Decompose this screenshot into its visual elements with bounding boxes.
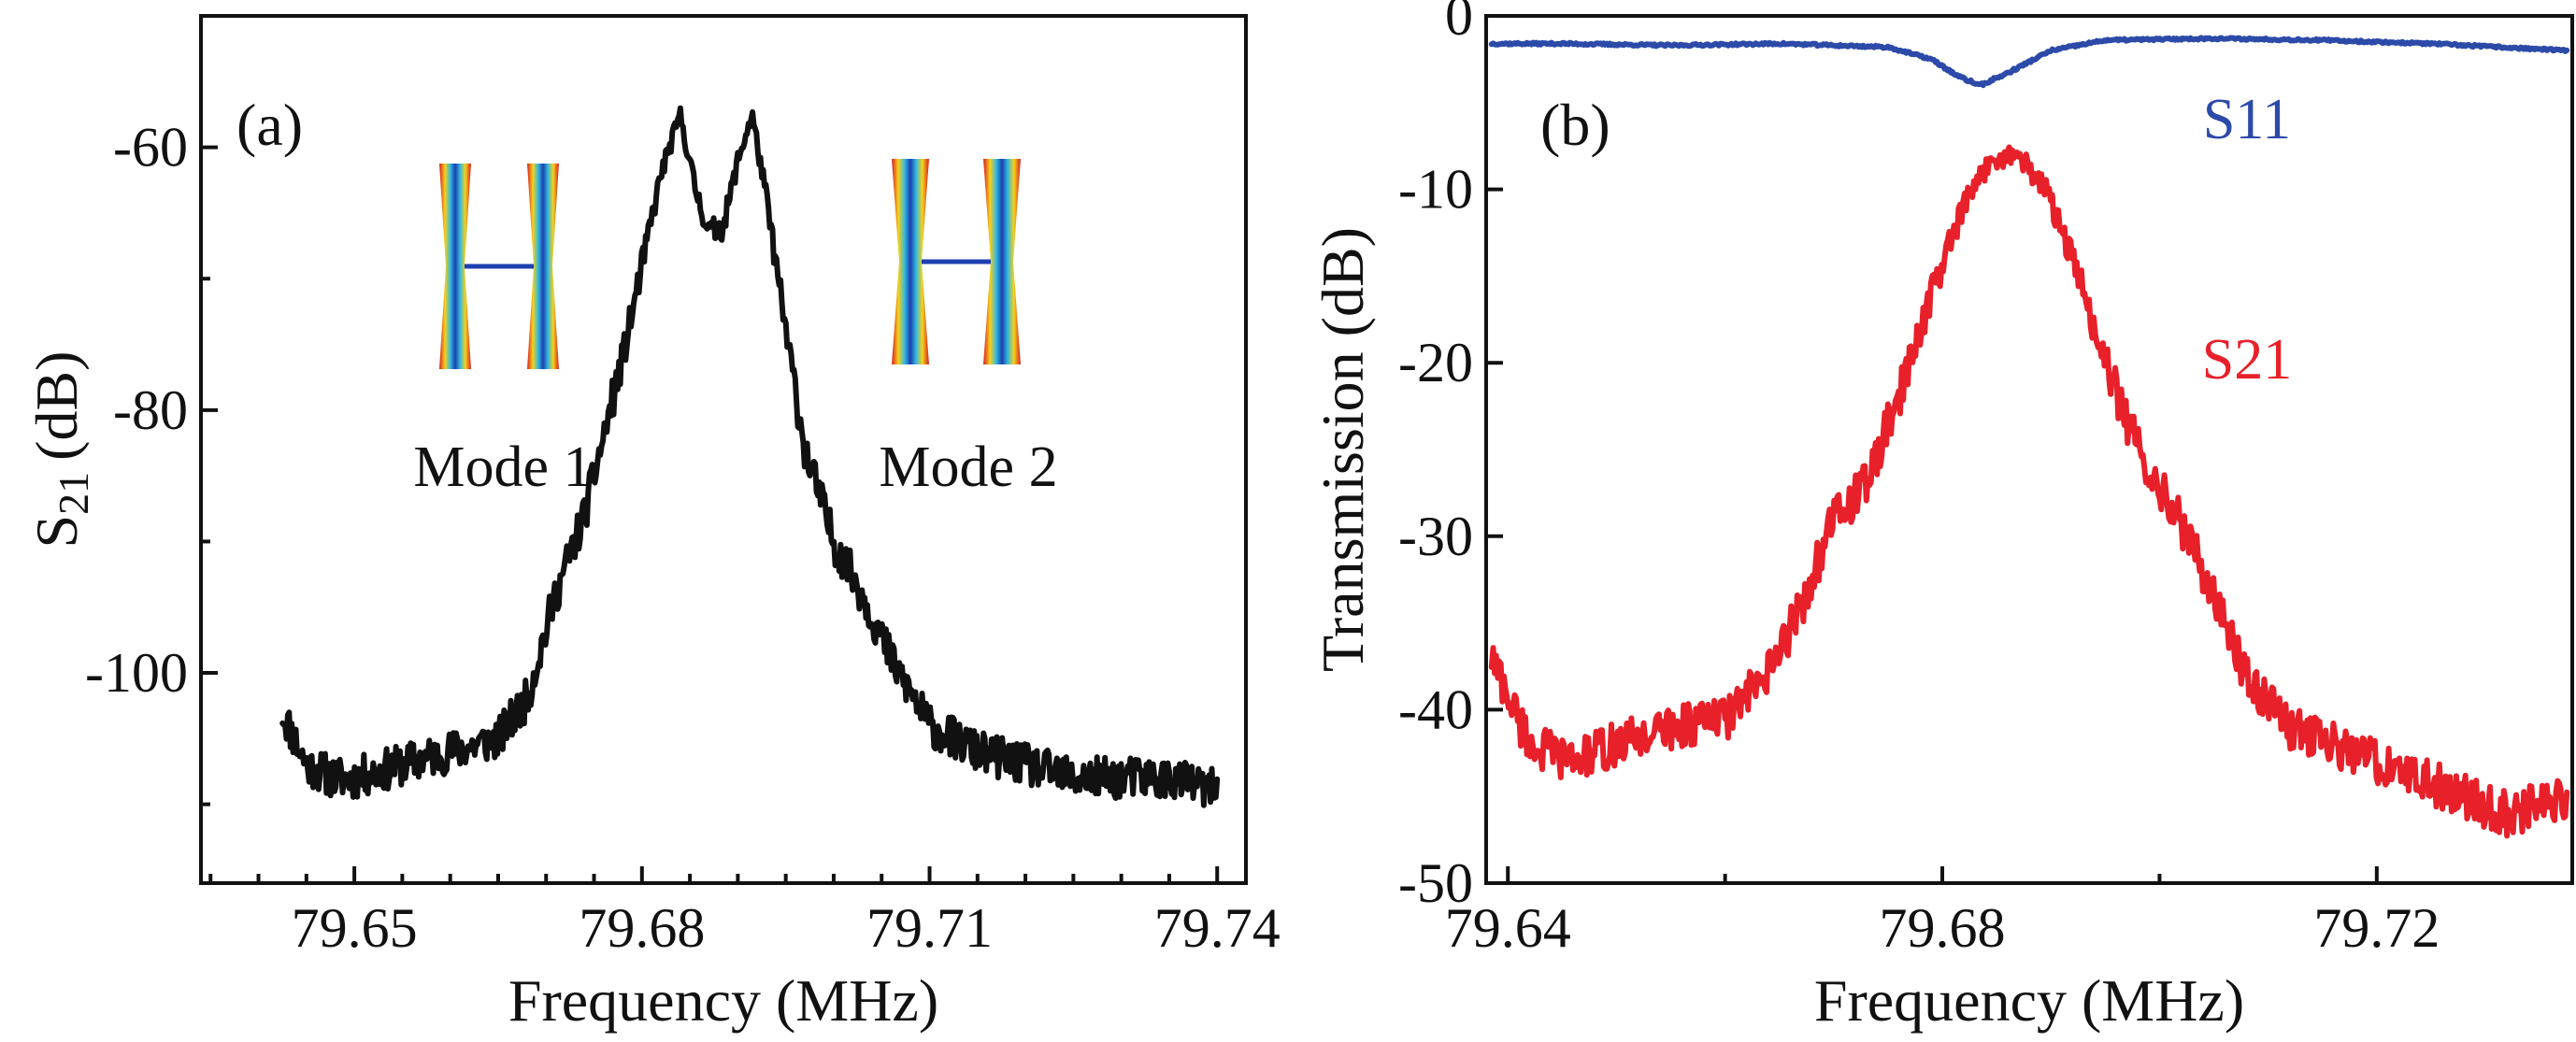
panel-b-label: (b) [1540, 92, 1610, 158]
y-tick-label: 0 [1445, 0, 1473, 47]
panel-a-ticks [201, 145, 1220, 883]
mode-2-shape [892, 159, 1021, 364]
y-tick-label: -20 [1398, 332, 1473, 393]
panel-a-frame [199, 14, 1248, 885]
s21-series-label: S21 [2202, 328, 2292, 392]
x-tick-label: 79.65 [292, 897, 418, 959]
mode-2-label: Mode 2 [879, 435, 1057, 499]
panel-a-label: (a) [236, 92, 303, 158]
y-tick-label: -80 [113, 379, 188, 441]
mode-2-right-beam [983, 159, 1021, 364]
y-title-base: S [23, 515, 90, 549]
x-tick-label: 79.71 [866, 897, 993, 959]
mode-1-label: Mode 1 [413, 435, 592, 499]
x-tick-label: 79.72 [2313, 897, 2440, 959]
y-title-subscript: 21 [50, 472, 97, 515]
y-tick-label: -40 [1398, 678, 1473, 740]
panel-a: 79.65 79.68 79.71 79.74 -60 -80 -100 (a) S21 (d… [23, 14, 1281, 1034]
mode-2-left-beam [892, 159, 929, 364]
series-s21-line [279, 105, 1221, 808]
y-tick-label: -30 [1398, 506, 1473, 567]
panel-b: 79.64 79.68 79.72 0 -10 -20 -30 -40 -50 (b) Tran… [1309, 0, 2574, 1034]
panel-b-curves [1488, 35, 2570, 839]
x-tick-label: 79.64 [1445, 897, 1571, 959]
y-title-unit: (dB) [23, 351, 90, 461]
panel-b-y-axis-title: Transmission (dB) [1309, 227, 1376, 672]
panel-b-frame [1484, 14, 2574, 885]
mode-1-right-beam [527, 164, 559, 369]
panel-b-tick-labels: 79.64 79.68 79.72 0 -10 -20 -30 -40 -50 [1398, 0, 2440, 959]
panel-a-tick-labels: 79.65 79.68 79.71 79.74 -60 -80 -100 [85, 117, 1281, 959]
panel-b-x-axis-title: Frequency (MHz) [1814, 967, 2244, 1034]
y-tick-label: -10 [1398, 159, 1473, 221]
panel-a-x-axis-title: Frequency (MHz) [508, 967, 938, 1034]
x-tick-label: 79.74 [1154, 897, 1281, 959]
series-s21-line [1488, 144, 2570, 839]
panel-b-ticks [1486, 14, 2379, 885]
series-s11-line [1488, 35, 2570, 89]
y-tick-label: -50 [1398, 852, 1473, 914]
mode-1-shape [439, 164, 559, 369]
x-tick-label: 79.68 [1880, 897, 2006, 959]
x-tick-label: 79.68 [579, 897, 705, 959]
s11-series-label: S11 [2203, 88, 2291, 151]
panel-a-curves [279, 105, 1221, 808]
y-tick-label: -60 [113, 117, 188, 178]
mode-1-left-beam [439, 164, 471, 369]
y-tick-label: -100 [85, 642, 188, 704]
panel-a-y-axis-title: S21 (dB) [23, 351, 97, 549]
